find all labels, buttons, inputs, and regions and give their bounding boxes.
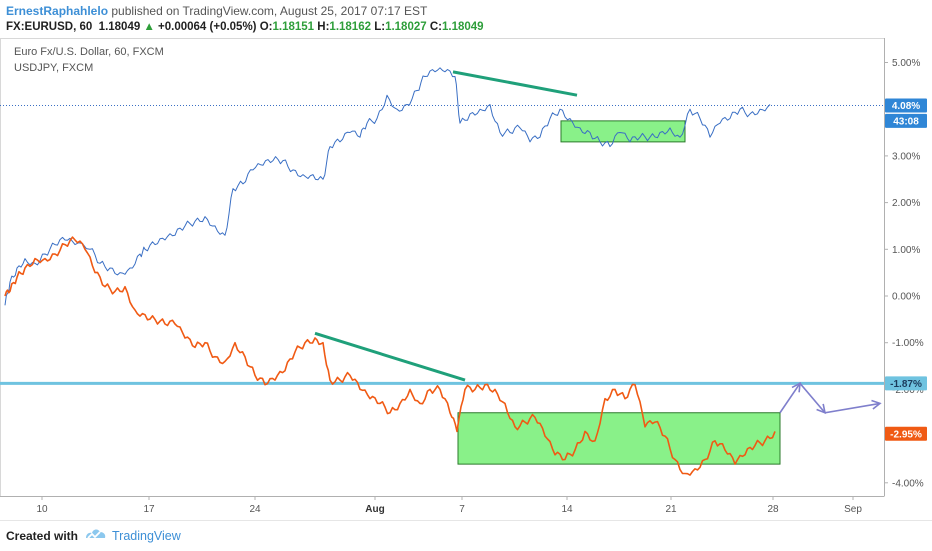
price-badge-bg <box>885 98 927 113</box>
x-tick-label: 10 <box>36 504 48 515</box>
projection-arrowhead <box>791 381 801 393</box>
legend-usdjpy[interactable]: USDJPY, FXCM <box>14 62 94 74</box>
y-tick-label: 1.00% <box>892 245 920 256</box>
legend-eurusd[interactable]: Euro Fx/U.S. Dollar, 60, FXCM <box>14 46 164 58</box>
low-label: L: <box>374 21 386 33</box>
price-badges: 4.08% 43:08 -1.87% -2.95% <box>885 98 927 441</box>
chart-header: ErnestRaphahlelo published on TradingVie… <box>0 0 932 40</box>
open-label: O: <box>259 21 273 33</box>
range-box-top <box>560 120 686 143</box>
series-layer <box>4 67 776 476</box>
projection-arrowhead <box>871 399 882 410</box>
open-value: 1.18151 <box>272 21 315 33</box>
eurusd-line <box>4 67 771 306</box>
high-value: 1.18162 <box>329 21 371 33</box>
annotation-layer-front <box>314 70 882 415</box>
range-box-bottom <box>457 412 781 465</box>
series-legend: Euro Fx/U.S. Dollar, 60, FXCM USDJPY, FX… <box>14 44 164 76</box>
up-arrow-icon: ▲ <box>143 21 155 33</box>
trendline-bottom <box>314 331 466 382</box>
usdjpy-line <box>4 236 776 476</box>
projection-path <box>779 382 881 414</box>
price-badge-label: -2.95% <box>890 429 922 440</box>
projection-arrowhead <box>816 403 827 415</box>
x-tick-label: 28 <box>767 504 779 515</box>
last-price: 1.18049 <box>98 21 141 33</box>
created-with-label: Created with <box>6 529 79 543</box>
y-tick-label: 2.00% <box>892 198 920 209</box>
close-value: 1.18049 <box>441 21 484 33</box>
change-value: +0.00064 (+0.05%) <box>158 21 257 33</box>
trendline-top <box>452 70 578 97</box>
price-badge-bg <box>885 376 927 391</box>
time-axis[interactable]: 10 17 24 Aug 7 14 21 28 Sep <box>36 496 862 515</box>
author-link[interactable]: ErnestRaphahlelo <box>6 4 109 18</box>
price-badge-label: -1.87% <box>890 379 922 390</box>
ohlc-line: FX:EURUSD, 60 1.18049 ▲ +0.00064 (+0.05%… <box>6 21 484 33</box>
high-label: H: <box>317 21 330 33</box>
x-tick-label: 24 <box>249 504 261 515</box>
y-tick-label: 0.00% <box>892 292 920 303</box>
low-value: 1.18027 <box>385 21 427 33</box>
y-tick-label: -1.00% <box>892 338 924 349</box>
y-tick-label: -4.00% <box>892 478 924 489</box>
y-tick-label: -2.00% <box>892 385 924 396</box>
price-badge-bg <box>885 113 927 128</box>
tradingview-logo-icon <box>86 529 106 539</box>
x-tick-label: Sep <box>844 504 862 515</box>
footer: Created with TradingView <box>0 520 932 551</box>
price-badge-bg <box>885 426 927 441</box>
grid <box>0 38 885 497</box>
y-tick-label: 3.00% <box>892 151 920 162</box>
publish-line: ErnestRaphahlelo published on TradingVie… <box>6 4 427 18</box>
tradingview-brand[interactable]: TradingView <box>112 529 181 543</box>
annotation-layer-back <box>0 104 884 465</box>
x-tick-label: 21 <box>665 504 677 515</box>
publish-info: published on TradingView.com, August 25,… <box>111 4 428 18</box>
y-tick-label: 5.00% <box>892 58 920 69</box>
close-label: C: <box>429 21 442 33</box>
price-badge-label: 43:08 <box>893 116 919 127</box>
x-tick-label: 17 <box>143 504 155 515</box>
x-tick-label: 14 <box>561 504 573 515</box>
price-chart[interactable]: 5.00%4.00%3.00%2.00%1.00%0.00%-1.00%-2.0… <box>0 0 932 520</box>
x-tick-label: Aug <box>365 504 384 515</box>
symbol-label: FX:EURUSD, 60 <box>6 21 93 33</box>
price-badge-label: 4.08% <box>892 101 920 112</box>
x-tick-label: 7 <box>459 504 465 515</box>
